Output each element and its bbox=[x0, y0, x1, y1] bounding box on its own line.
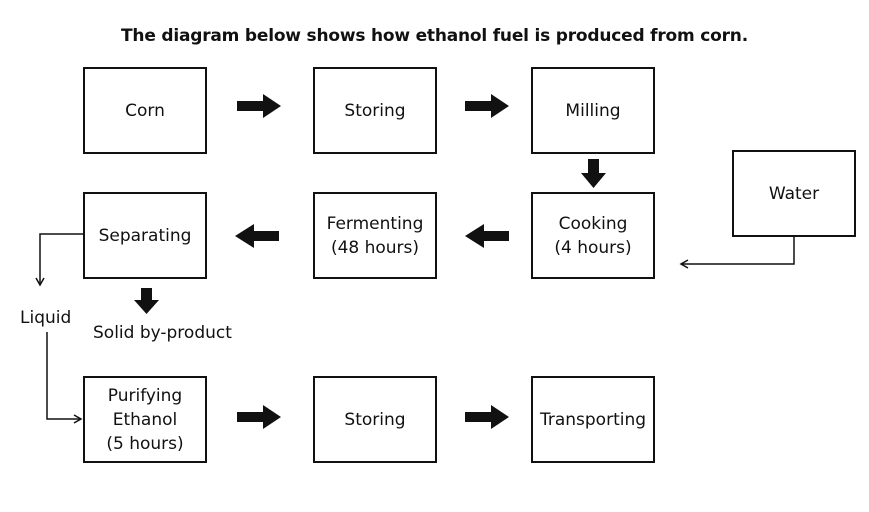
step-separating-label: Separating bbox=[98, 225, 192, 246]
step-water: Water bbox=[732, 150, 856, 237]
connector-water-to-cooking bbox=[679, 237, 795, 269]
step-storing-2: Storing bbox=[313, 376, 437, 463]
step-fermenting: Fermenting (48 hours) bbox=[313, 192, 437, 279]
step-cooking-duration: (4 hours) bbox=[554, 237, 632, 258]
step-milling: Milling bbox=[531, 67, 655, 154]
step-cooking: Cooking (4 hours) bbox=[531, 192, 655, 279]
arrow-corn-to-storing bbox=[237, 94, 281, 118]
connector-liquid-to-purifying bbox=[46, 332, 83, 424]
step-storing-2-label: Storing bbox=[344, 409, 406, 430]
step-corn: Corn bbox=[83, 67, 207, 154]
step-cooking-label: Cooking bbox=[558, 213, 628, 234]
step-purifying-label: Purifying bbox=[107, 385, 183, 406]
step-transporting: Transporting bbox=[531, 376, 655, 463]
step-transporting-label: Transporting bbox=[539, 409, 647, 430]
step-separating: Separating bbox=[83, 192, 207, 279]
arrow-milling-to-cooking bbox=[581, 159, 606, 188]
arrow-storing-to-milling bbox=[465, 94, 509, 118]
step-corn-label: Corn bbox=[125, 100, 165, 121]
arrow-separating-to-solid bbox=[134, 288, 159, 314]
arrow-fermenting-to-separating bbox=[235, 224, 279, 248]
step-storing-1-label: Storing bbox=[344, 100, 406, 121]
step-purifying-object: Ethanol bbox=[112, 409, 178, 430]
liquid-label: Liquid bbox=[20, 308, 72, 328]
arrow-storing-to-transporting bbox=[465, 405, 509, 429]
step-purifying-ethanol: Purifying Ethanol (5 hours) bbox=[83, 376, 207, 463]
step-water-label: Water bbox=[768, 183, 820, 204]
step-storing-1: Storing bbox=[313, 67, 437, 154]
step-purifying-duration: (5 hours) bbox=[106, 433, 184, 454]
solid-by-product-label: Solid by-product bbox=[93, 323, 232, 343]
arrow-cooking-to-fermenting bbox=[465, 224, 509, 248]
diagram-title: The diagram below shows how ethanol fuel… bbox=[121, 26, 748, 46]
arrow-purifying-to-storing bbox=[237, 405, 281, 429]
connector-separating-to-liquid bbox=[35, 233, 83, 287]
step-milling-label: Milling bbox=[565, 100, 621, 121]
step-fermenting-label: Fermenting bbox=[326, 213, 424, 234]
step-fermenting-duration: (48 hours) bbox=[330, 237, 420, 258]
